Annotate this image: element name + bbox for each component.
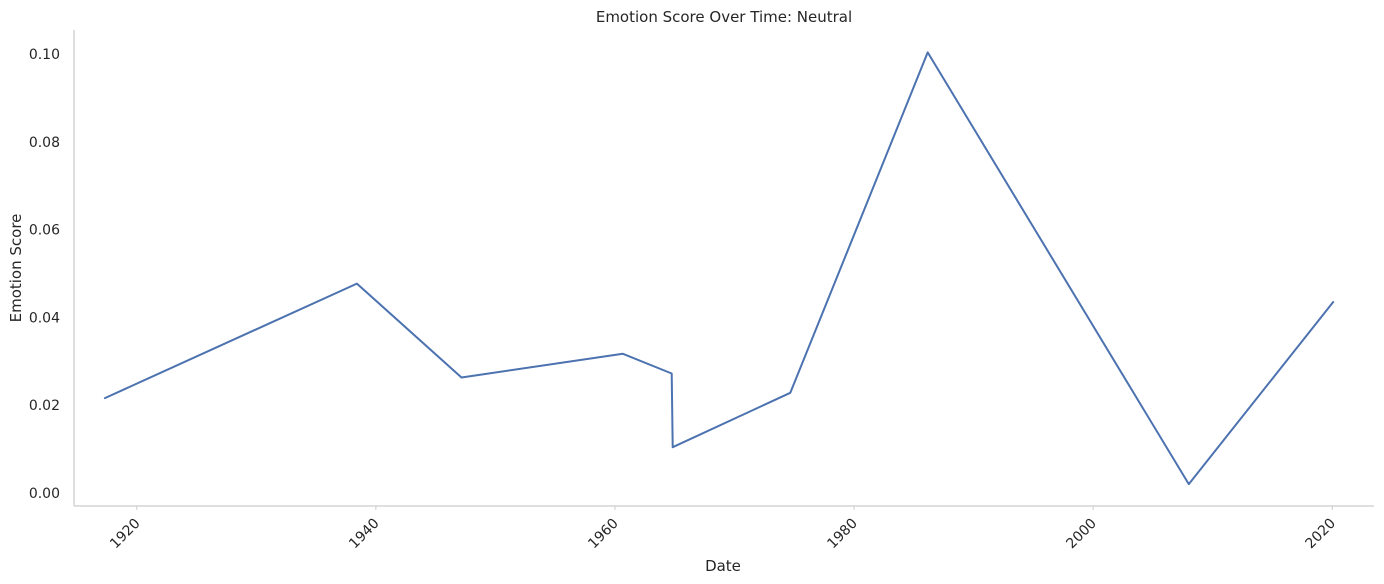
series-layer <box>103 51 1335 486</box>
x-tick-label: 1960 <box>585 516 622 553</box>
y-axis-ticks: 0.00 0.02 0.04 0.06 0.08 0.10 <box>29 47 60 502</box>
y-tick-label: 0.04 <box>29 310 60 326</box>
y-tick-label: 0.06 <box>29 223 60 239</box>
y-tick-label: 0.10 <box>29 47 60 63</box>
y-tick-label: 0.08 <box>29 135 60 151</box>
x-tick-label: 1940 <box>346 516 383 553</box>
y-tick-label: 0.00 <box>29 486 60 502</box>
x-tick-label: 2020 <box>1303 516 1340 553</box>
series-line <box>103 51 1335 486</box>
y-axis-title: Emotion Score <box>7 214 25 323</box>
x-tick-label: 2000 <box>1063 516 1100 553</box>
chart-title: Emotion Score Over Time: Neutral <box>596 8 852 26</box>
x-tick-label: 1980 <box>824 516 861 553</box>
x-axis-title: Date <box>705 557 741 575</box>
plot-axes <box>73 30 1374 507</box>
x-axis-ticks: 1920 1940 1960 1980 2000 2020 <box>107 506 1339 552</box>
y-tick-label: 0.02 <box>29 398 60 414</box>
x-tick-label: 1920 <box>107 516 144 553</box>
